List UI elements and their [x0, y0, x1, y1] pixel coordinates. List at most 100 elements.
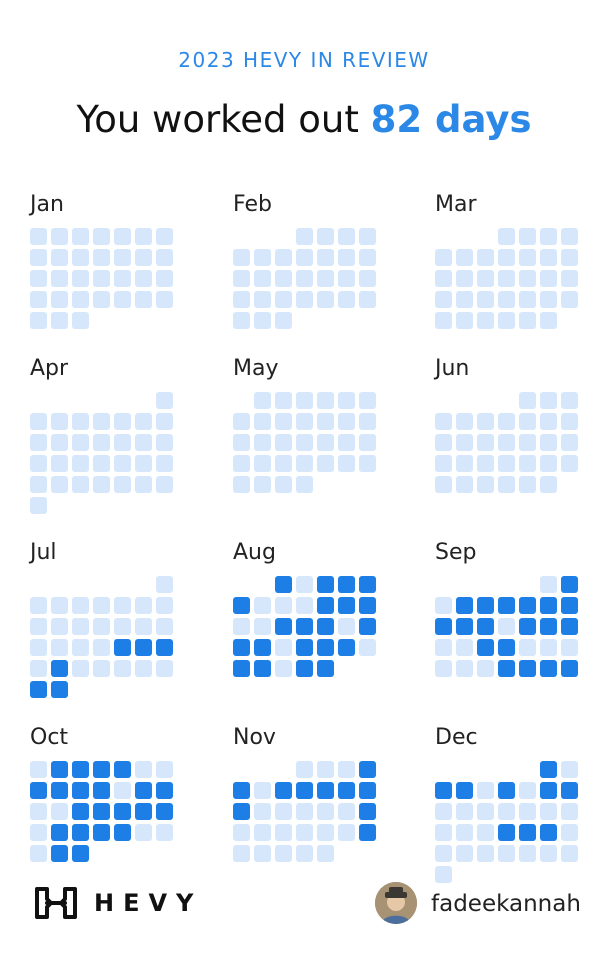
day-cell [93, 660, 110, 677]
day-cell [51, 597, 68, 614]
day-cell [477, 803, 494, 820]
day-cell [114, 413, 131, 430]
day-cell [30, 597, 47, 614]
day-cell [477, 845, 494, 862]
day-cell-worked-out [498, 824, 515, 841]
day-cell [72, 312, 89, 329]
day-cell [30, 312, 47, 329]
day-cell [114, 597, 131, 614]
day-cell [254, 312, 271, 329]
day-cell-worked-out [156, 639, 173, 656]
day-cell [338, 228, 355, 245]
day-cell [135, 761, 152, 778]
day-cell-worked-out [30, 681, 47, 698]
day-cell [30, 413, 47, 430]
day-cell [135, 434, 152, 451]
day-cell [519, 291, 536, 308]
day-cell [156, 476, 173, 493]
day-cell [359, 413, 376, 430]
day-cell-worked-out [561, 618, 578, 635]
day-cell [435, 270, 452, 287]
day-cell [317, 761, 334, 778]
day-cell [296, 476, 313, 493]
day-cell [114, 228, 131, 245]
day-cell [254, 249, 271, 266]
day-cell [296, 576, 313, 593]
day-cell [519, 455, 536, 472]
day-cell [338, 824, 355, 841]
day-cell [498, 249, 515, 266]
day-cell [296, 392, 313, 409]
day-cell [135, 660, 152, 677]
day-cell-worked-out [540, 761, 557, 778]
day-cell [435, 249, 452, 266]
day-cell [296, 824, 313, 841]
day-cell [359, 270, 376, 287]
day-cell [359, 249, 376, 266]
day-cell-worked-out [135, 803, 152, 820]
day-cell [156, 824, 173, 841]
day-cell [359, 639, 376, 656]
day-cell [519, 639, 536, 656]
day-cell [275, 660, 292, 677]
day-cell [135, 618, 152, 635]
day-cell [275, 476, 292, 493]
day-cell-worked-out [275, 782, 292, 799]
day-cell [30, 291, 47, 308]
day-cell-worked-out [275, 618, 292, 635]
month-label: Mar [435, 192, 477, 217]
day-cell [561, 249, 578, 266]
day-cell [561, 639, 578, 656]
day-cell [30, 845, 47, 862]
day-cell [51, 639, 68, 656]
day-cell-worked-out [456, 782, 473, 799]
day-cell [540, 249, 557, 266]
day-cell-worked-out [114, 824, 131, 841]
day-cell [30, 228, 47, 245]
month-label: May [233, 356, 279, 381]
day-cell [135, 455, 152, 472]
day-cell [254, 455, 271, 472]
day-cell [435, 866, 452, 883]
day-cell [156, 270, 173, 287]
day-cell [51, 249, 68, 266]
day-cell [540, 576, 557, 593]
day-cell-worked-out [561, 782, 578, 799]
day-cell [233, 291, 250, 308]
day-cell [561, 228, 578, 245]
day-cell [135, 413, 152, 430]
day-cell [359, 392, 376, 409]
day-cell-worked-out [114, 761, 131, 778]
day-cell [114, 270, 131, 287]
day-cell [540, 312, 557, 329]
day-cell-worked-out [30, 782, 47, 799]
day-cell-worked-out [317, 782, 334, 799]
user-avatar[interactable] [375, 882, 417, 924]
day-cell [275, 455, 292, 472]
day-cell [317, 824, 334, 841]
day-cell [540, 270, 557, 287]
day-cell [317, 803, 334, 820]
day-cell [519, 312, 536, 329]
month-label: Jun [435, 356, 470, 381]
month-label: Nov [233, 725, 276, 750]
day-cell [114, 249, 131, 266]
day-cell [156, 434, 173, 451]
day-cell [456, 270, 473, 287]
day-cell-worked-out [359, 782, 376, 799]
day-cell [254, 413, 271, 430]
day-cell [254, 291, 271, 308]
day-cell [561, 845, 578, 862]
day-cell-worked-out [359, 597, 376, 614]
day-cell [477, 291, 494, 308]
day-cell [135, 476, 152, 493]
day-cell-worked-out [359, 761, 376, 778]
day-cell [296, 270, 313, 287]
day-cell [456, 824, 473, 841]
day-cell [435, 845, 452, 862]
day-cell [519, 803, 536, 820]
day-cell [435, 291, 452, 308]
day-cell [456, 312, 473, 329]
day-cell-worked-out [498, 639, 515, 656]
day-cell [540, 455, 557, 472]
